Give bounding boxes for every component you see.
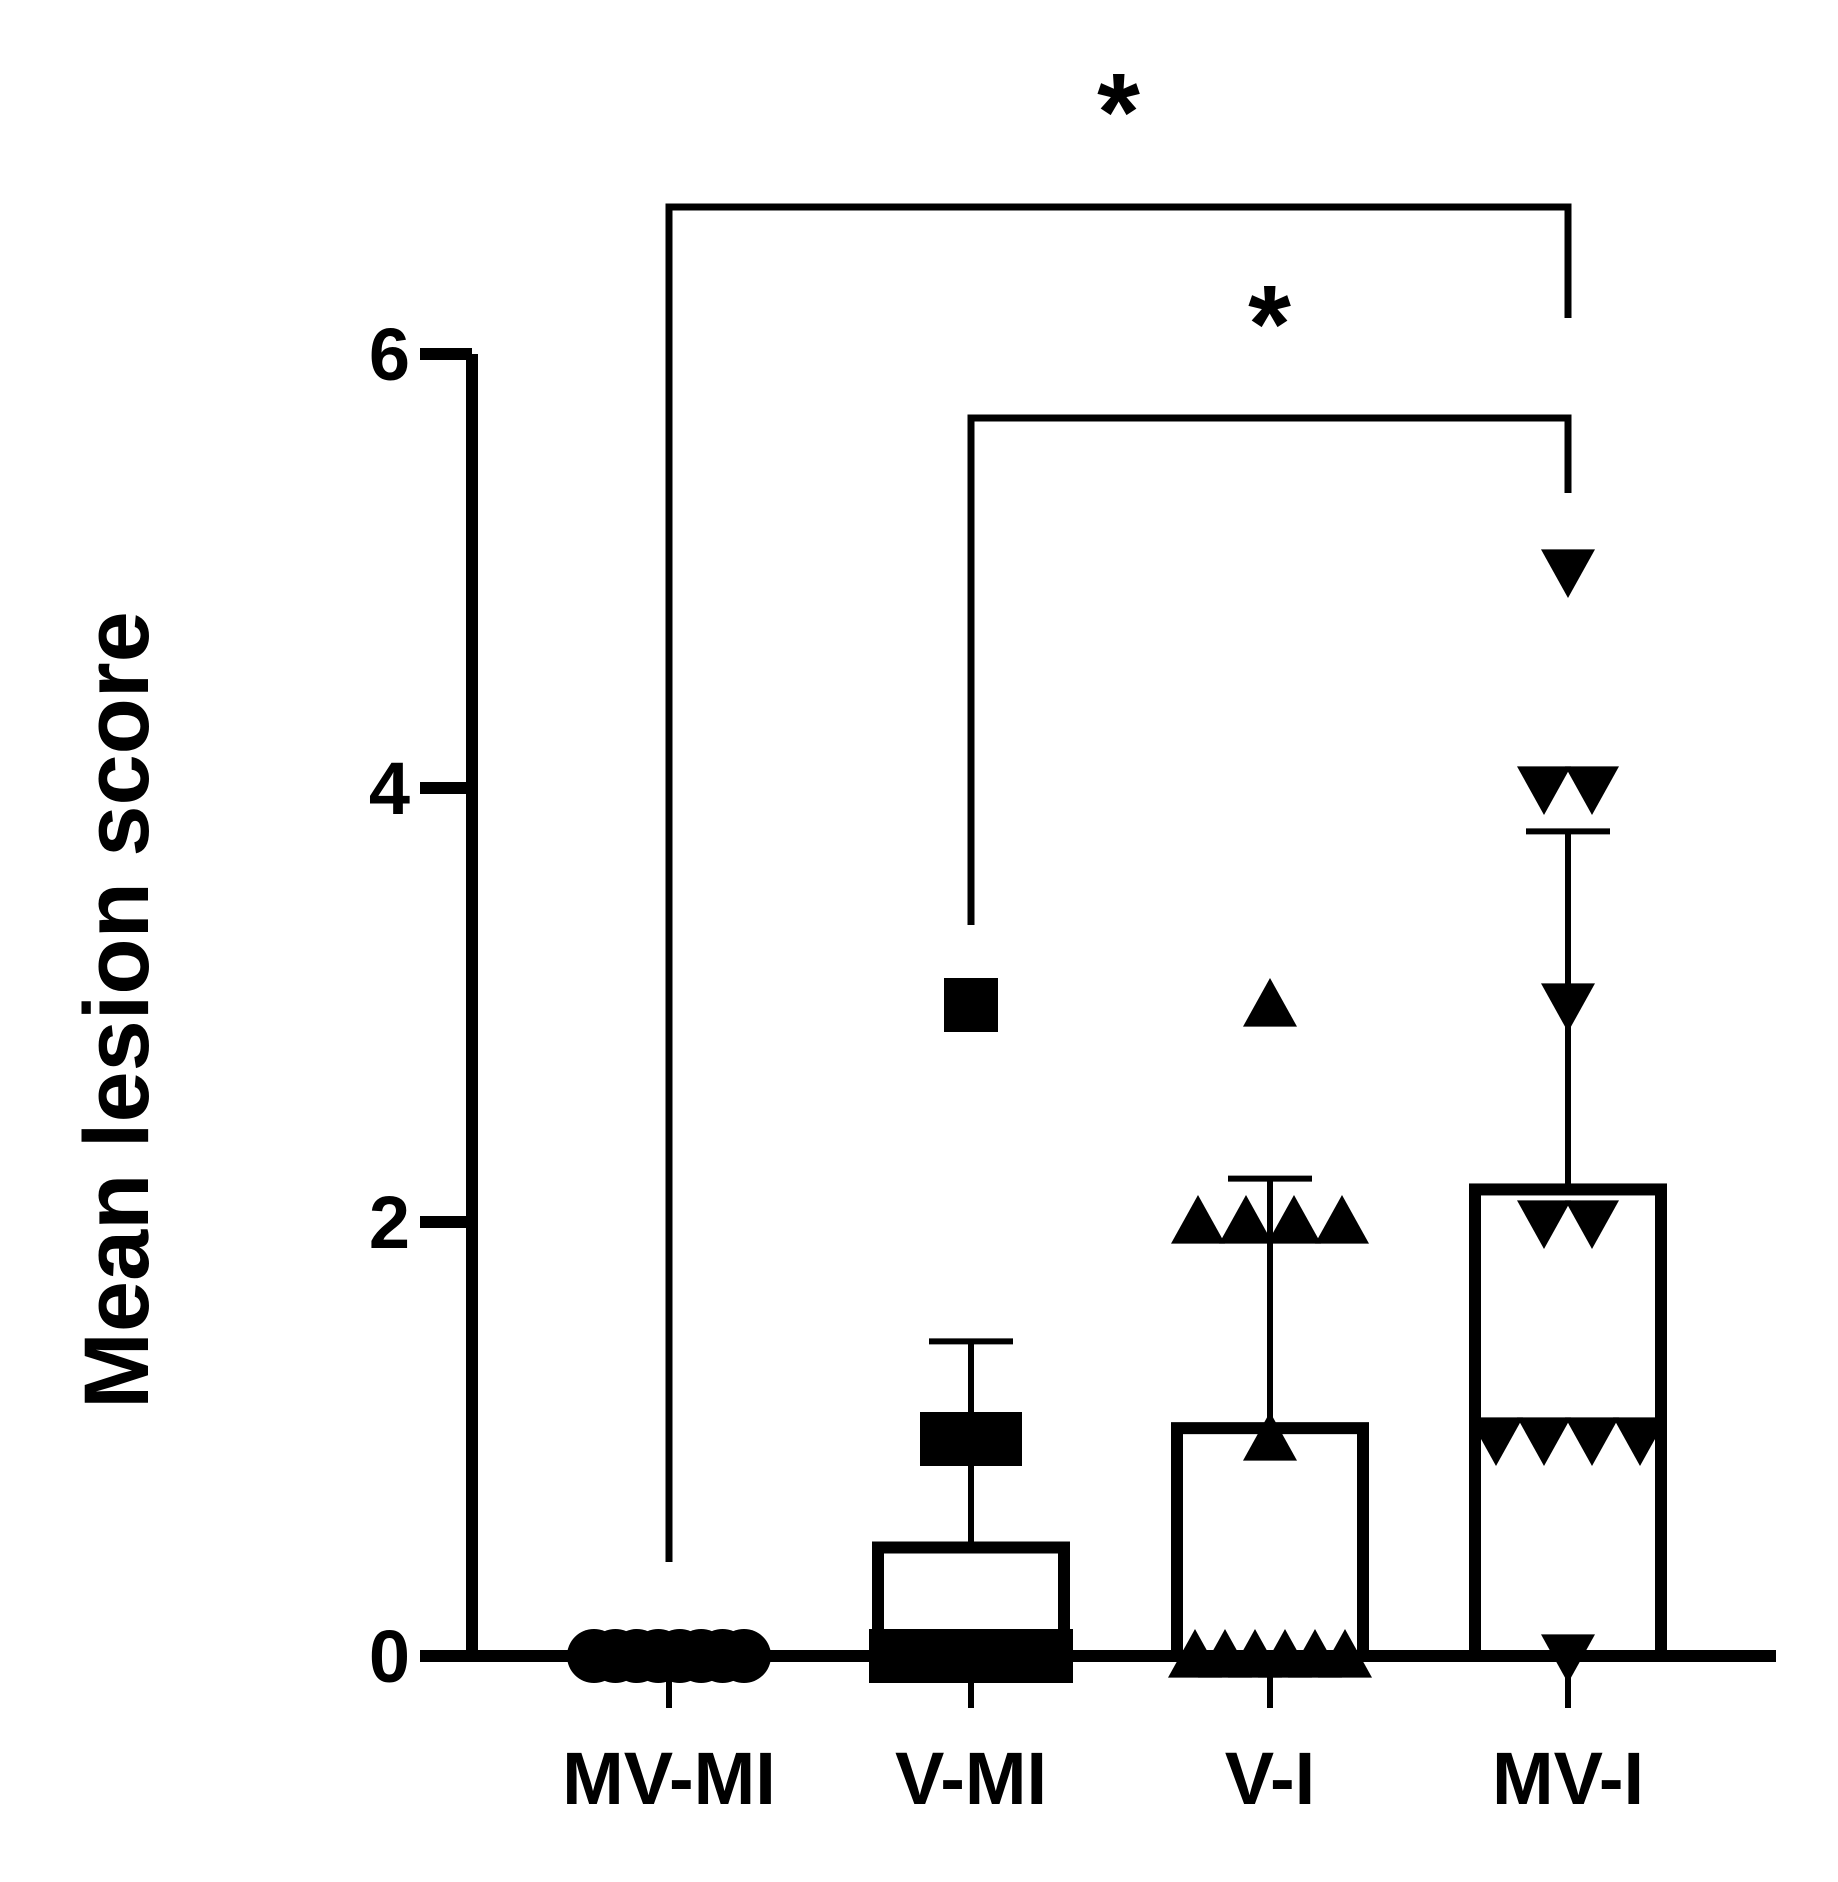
data-point	[1318, 1629, 1372, 1678]
data-point	[1541, 549, 1595, 598]
significance-label: *	[1248, 263, 1291, 386]
y-tick-label: 4	[369, 747, 410, 830]
data-point	[1517, 1417, 1571, 1466]
data-point	[1565, 766, 1619, 815]
data-point	[1613, 1417, 1667, 1466]
data-point	[1243, 978, 1297, 1027]
data-point	[1019, 1629, 1073, 1683]
significance-label: *	[1097, 51, 1140, 174]
data-point	[920, 1412, 974, 1466]
data-point	[1469, 1417, 1523, 1466]
data-point	[968, 1412, 1022, 1466]
y-tick-label: 6	[369, 313, 410, 396]
data-point	[1315, 1195, 1369, 1244]
data-point	[1541, 983, 1595, 1032]
data-point	[944, 978, 998, 1032]
bar	[1171, 1422, 1369, 1663]
data-point	[1267, 1195, 1321, 1244]
x-tick-label: V-MI	[895, 1737, 1047, 1820]
data-point	[1541, 1634, 1595, 1683]
y-axis-label: Mean lesion score	[66, 611, 168, 1409]
x-tick-label: MV-I	[1492, 1737, 1644, 1820]
significance-bracket	[665, 203, 1572, 1562]
data-point	[1517, 1200, 1571, 1249]
x-tick-label: MV-MI	[562, 1737, 776, 1820]
x-tick-label: V-I	[1225, 1737, 1315, 1820]
data-point	[1565, 1200, 1619, 1249]
data-point	[1219, 1195, 1273, 1244]
data-point	[1565, 1417, 1619, 1466]
y-tick-label: 2	[369, 1181, 410, 1264]
y-tick-label: 0	[369, 1615, 410, 1698]
data-point	[1517, 766, 1571, 815]
data-point	[1171, 1195, 1225, 1244]
significance-bracket	[967, 414, 1572, 925]
data-point	[717, 1629, 771, 1683]
data-point	[1243, 1412, 1297, 1461]
